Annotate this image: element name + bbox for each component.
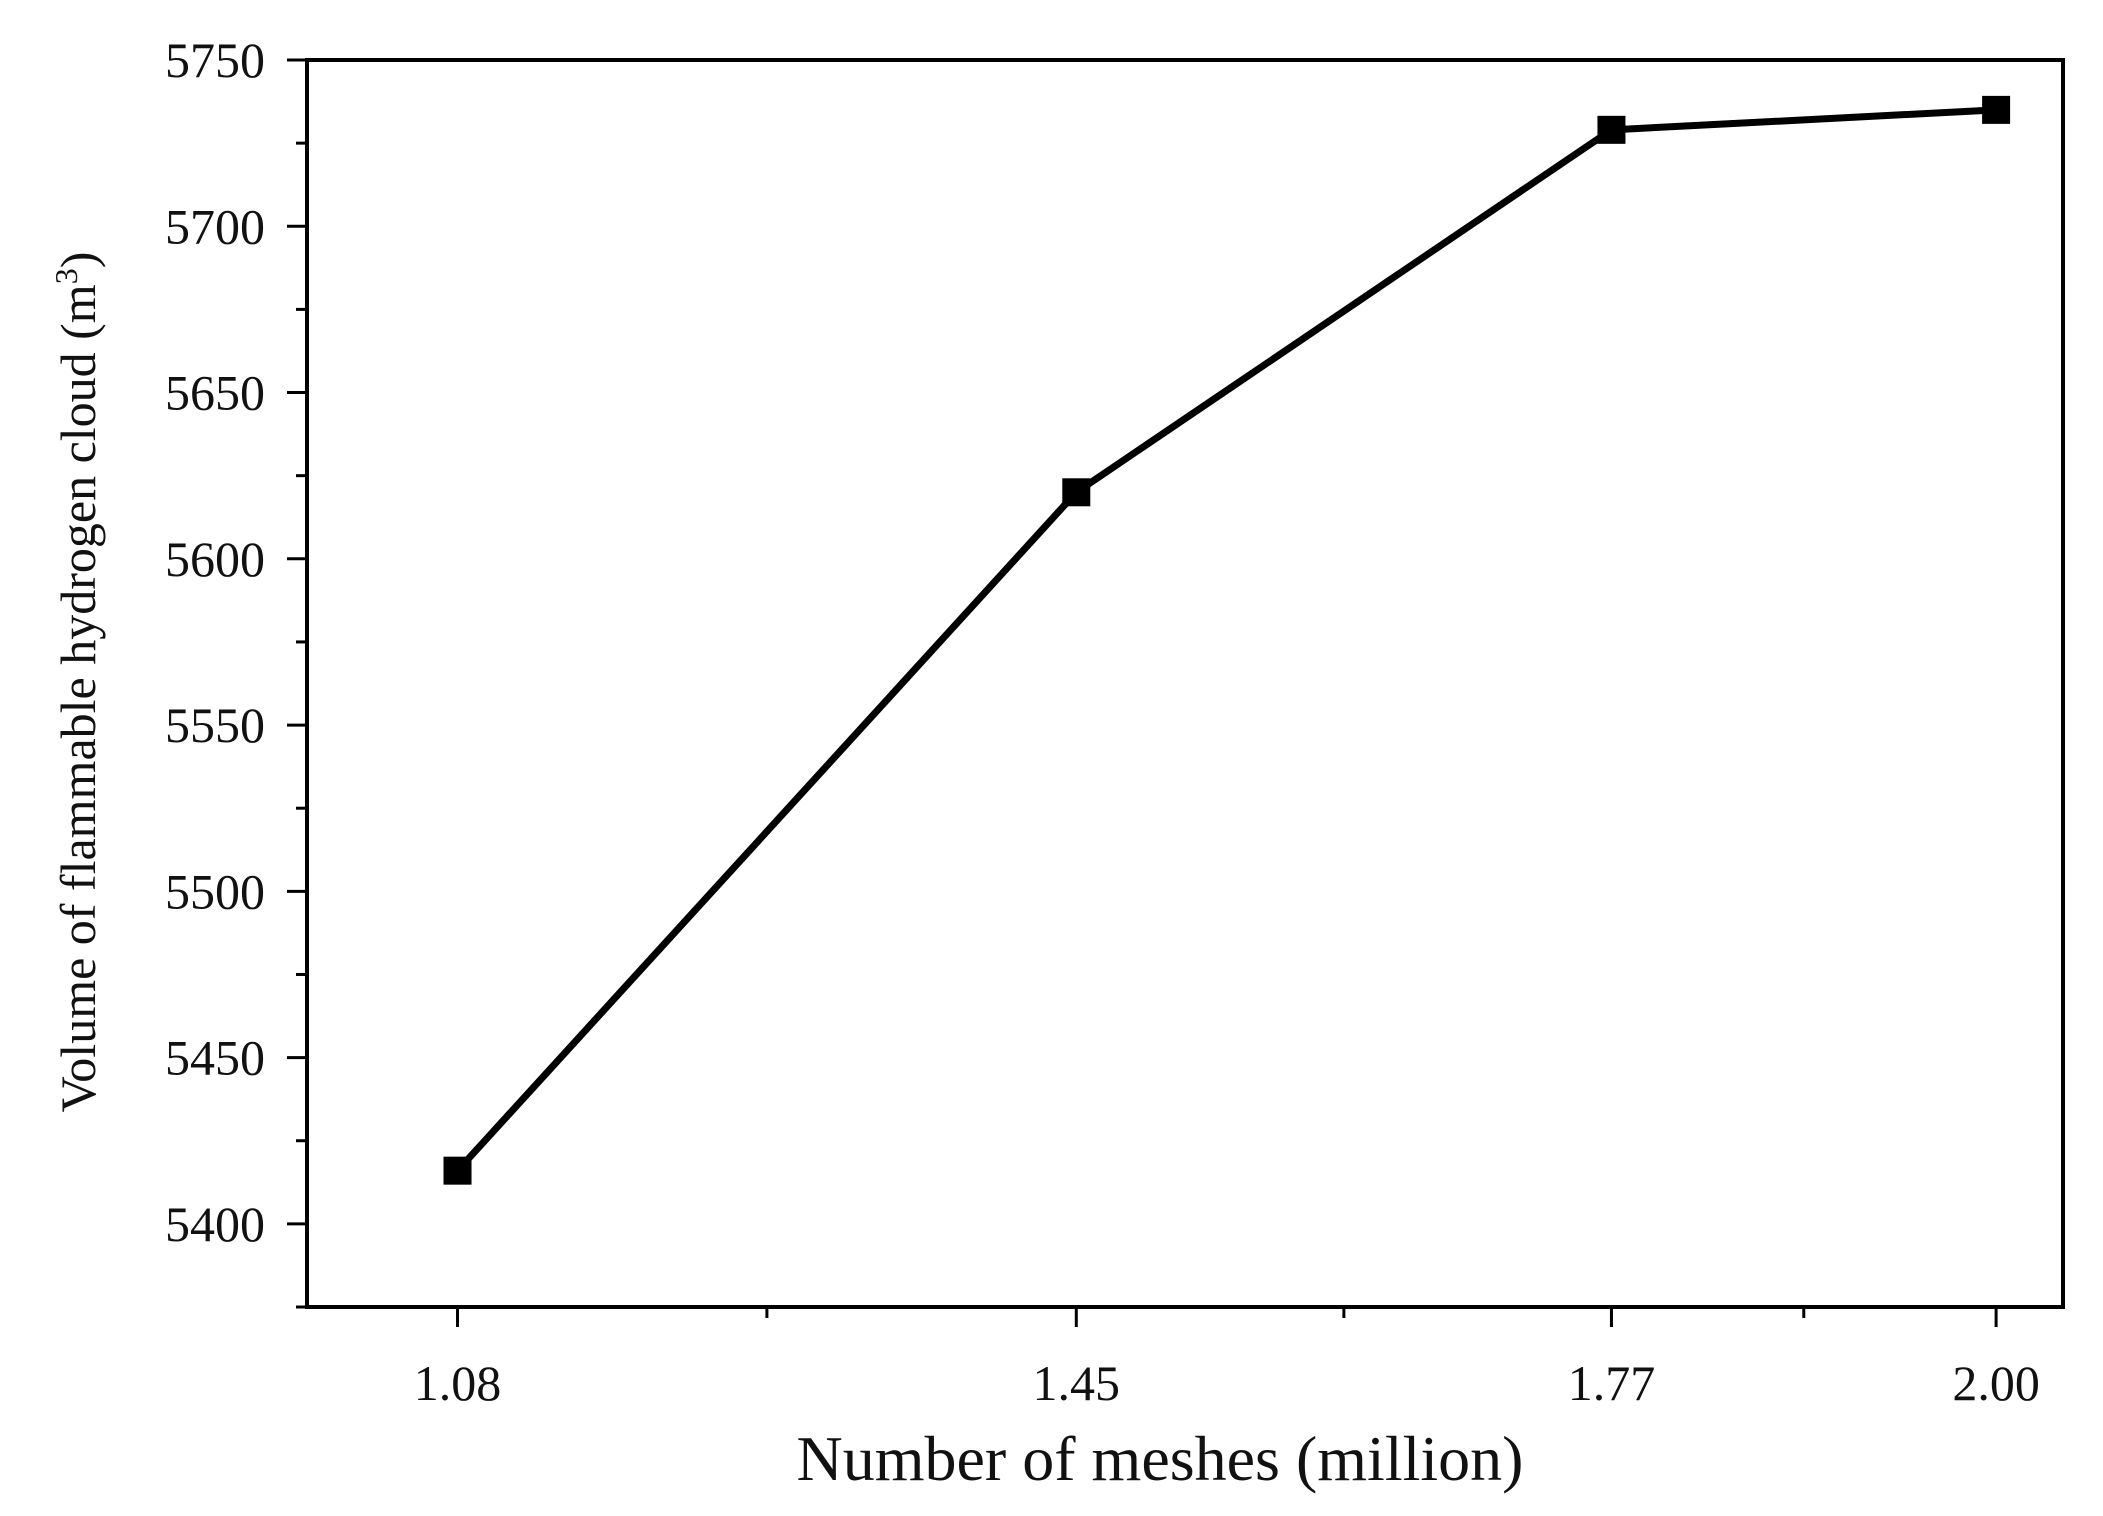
y-axis: 5400 5450 5500 5550 5600 5650 5700 5750 [165, 32, 307, 1309]
data-point-marker [1062, 478, 1091, 507]
y-tick-label: 5500 [165, 863, 265, 919]
y-tick-label: 5600 [165, 531, 265, 587]
series-layer [443, 95, 2011, 1185]
y-axis-title: Volume of flammable hydrogen cloud (m3) [48, 252, 106, 1113]
data-point-marker [1982, 95, 2011, 124]
plot-frame [305, 58, 2065, 1309]
y-tick-label: 5550 [165, 697, 265, 753]
y-tick-label: 5650 [165, 365, 265, 421]
y-tick-label: 5750 [165, 32, 265, 88]
y-tick-label: 5400 [165, 1196, 265, 1252]
x-tick-label: 2.00 [1952, 1355, 2040, 1411]
x-tick-label: 1.45 [1033, 1355, 1121, 1411]
y-tick-label: 5450 [165, 1030, 265, 1086]
series-line [454, 106, 2000, 1175]
data-point-marker [1597, 115, 1626, 144]
x-axis-title: Number of meshes (million) [797, 1423, 1524, 1494]
x-tick-label: 1.77 [1568, 1355, 1656, 1411]
x-tick-label: 1.08 [414, 1355, 502, 1411]
x-axis: 1.08 1.45 1.77 2.00 [414, 1307, 2040, 1411]
y-tick-label: 5700 [165, 198, 265, 254]
data-point-marker [443, 1156, 472, 1185]
